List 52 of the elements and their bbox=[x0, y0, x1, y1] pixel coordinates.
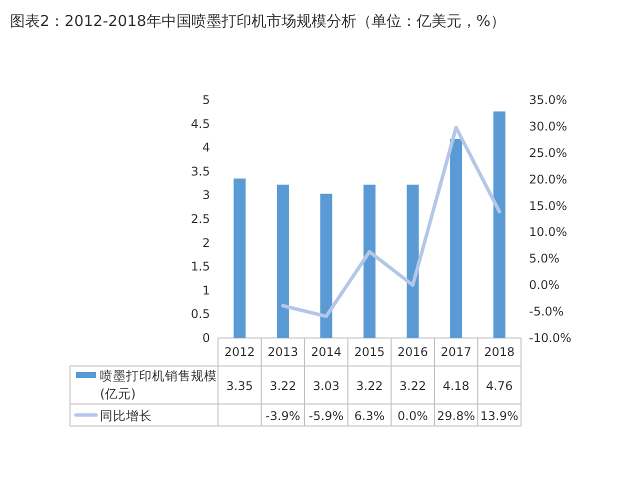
y2-tick-label: 30.0% bbox=[529, 119, 568, 134]
data-label: 3.03 bbox=[312, 379, 340, 393]
x-tick-label: 2017 bbox=[440, 345, 472, 359]
y2-tick-label: -5.0% bbox=[529, 304, 564, 319]
data-label: 6.3% bbox=[354, 409, 385, 423]
y2-tick-label: 20.0% bbox=[529, 172, 568, 186]
data-label: 3.22 bbox=[270, 379, 296, 393]
data-label: 3.35 bbox=[226, 379, 253, 393]
y2-tick-label: 5.0% bbox=[529, 252, 560, 266]
bar bbox=[493, 111, 506, 338]
bar bbox=[364, 184, 376, 338]
chart-title: 图表2：2012-2018年中国喷墨打印机市场规模分析（单位：亿美元，%） bbox=[10, 12, 506, 30]
x-tick-label: 2018 bbox=[484, 345, 515, 359]
x-tick-label: 2014 bbox=[310, 345, 342, 359]
y-tick-label: 3 bbox=[202, 188, 210, 202]
y-tick-label: 2 bbox=[202, 236, 210, 250]
bar bbox=[406, 184, 419, 338]
y-tick-label: 3.5 bbox=[190, 164, 210, 178]
legend-label: 同比增长 bbox=[100, 408, 152, 423]
x-tick-label: 2012 bbox=[224, 345, 255, 359]
bar bbox=[450, 139, 462, 338]
y-tick-label: 1 bbox=[202, 283, 210, 298]
y2-tick-label: 0.0% bbox=[529, 278, 560, 292]
bar bbox=[234, 178, 246, 338]
x-tick-label: 2015 bbox=[354, 345, 385, 359]
bar bbox=[320, 194, 332, 338]
y2-tick-label: 10.0% bbox=[529, 225, 568, 240]
y2-tick-label: -10.0% bbox=[529, 331, 572, 345]
data-label: 29.8% bbox=[437, 409, 476, 423]
y-tick-label: 5 bbox=[202, 93, 210, 107]
y-tick-label: 1.5 bbox=[190, 260, 210, 274]
y2-tick-label: 25.0% bbox=[529, 146, 568, 160]
y2-tick-label: 35.0% bbox=[529, 93, 568, 107]
y2-tick-label: 15.0% bbox=[529, 198, 568, 213]
line-series bbox=[281, 126, 502, 318]
data-label: 3.22 bbox=[399, 379, 426, 393]
data-label: -3.9% bbox=[266, 409, 300, 423]
data-label: -5.9% bbox=[308, 409, 344, 423]
data-label: 13.9% bbox=[480, 409, 518, 423]
y-tick-label: 4 bbox=[202, 140, 210, 155]
x-tick-label: 2013 bbox=[268, 345, 298, 359]
y-tick-label: 2.5 bbox=[190, 212, 210, 226]
data-label: 4.76 bbox=[486, 379, 513, 393]
y-tick-label: 0 bbox=[202, 331, 210, 345]
legend-label: 喷墨打印机销售规模(亿元) bbox=[100, 368, 217, 401]
data-label: 3.22 bbox=[356, 379, 383, 393]
data-label: 4.18 bbox=[442, 379, 470, 393]
data-label: 0.0% bbox=[398, 409, 428, 423]
y-tick-label: 4.5 bbox=[190, 116, 210, 131]
bar bbox=[276, 184, 289, 338]
x-tick-label: 2016 bbox=[398, 345, 428, 359]
y-tick-label: 0.5 bbox=[190, 307, 210, 322]
